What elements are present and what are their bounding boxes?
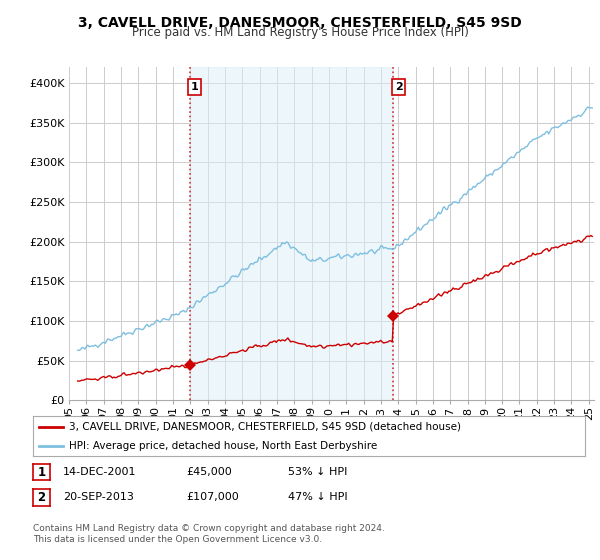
Text: 1: 1 <box>37 465 46 479</box>
Text: 20-SEP-2013: 20-SEP-2013 <box>63 492 134 502</box>
Text: 2: 2 <box>395 82 403 92</box>
Text: 1: 1 <box>191 82 199 92</box>
Text: 3, CAVELL DRIVE, DANESMOOR, CHESTERFIELD, S45 9SD: 3, CAVELL DRIVE, DANESMOOR, CHESTERFIELD… <box>78 16 522 30</box>
Bar <box>190 67 394 400</box>
Text: Price paid vs. HM Land Registry's House Price Index (HPI): Price paid vs. HM Land Registry's House … <box>131 26 469 39</box>
Text: 3, CAVELL DRIVE, DANESMOOR, CHESTERFIELD, S45 9SD (detached house): 3, CAVELL DRIVE, DANESMOOR, CHESTERFIELD… <box>69 422 461 432</box>
Text: 47% ↓ HPI: 47% ↓ HPI <box>288 492 347 502</box>
Text: Contains HM Land Registry data © Crown copyright and database right 2024.
This d: Contains HM Land Registry data © Crown c… <box>33 524 385 544</box>
Text: HPI: Average price, detached house, North East Derbyshire: HPI: Average price, detached house, Nort… <box>69 441 377 451</box>
Text: 14-DEC-2001: 14-DEC-2001 <box>63 467 137 477</box>
Text: 2: 2 <box>37 491 46 504</box>
Text: £45,000: £45,000 <box>186 467 232 477</box>
Text: £107,000: £107,000 <box>186 492 239 502</box>
Text: 53% ↓ HPI: 53% ↓ HPI <box>288 467 347 477</box>
